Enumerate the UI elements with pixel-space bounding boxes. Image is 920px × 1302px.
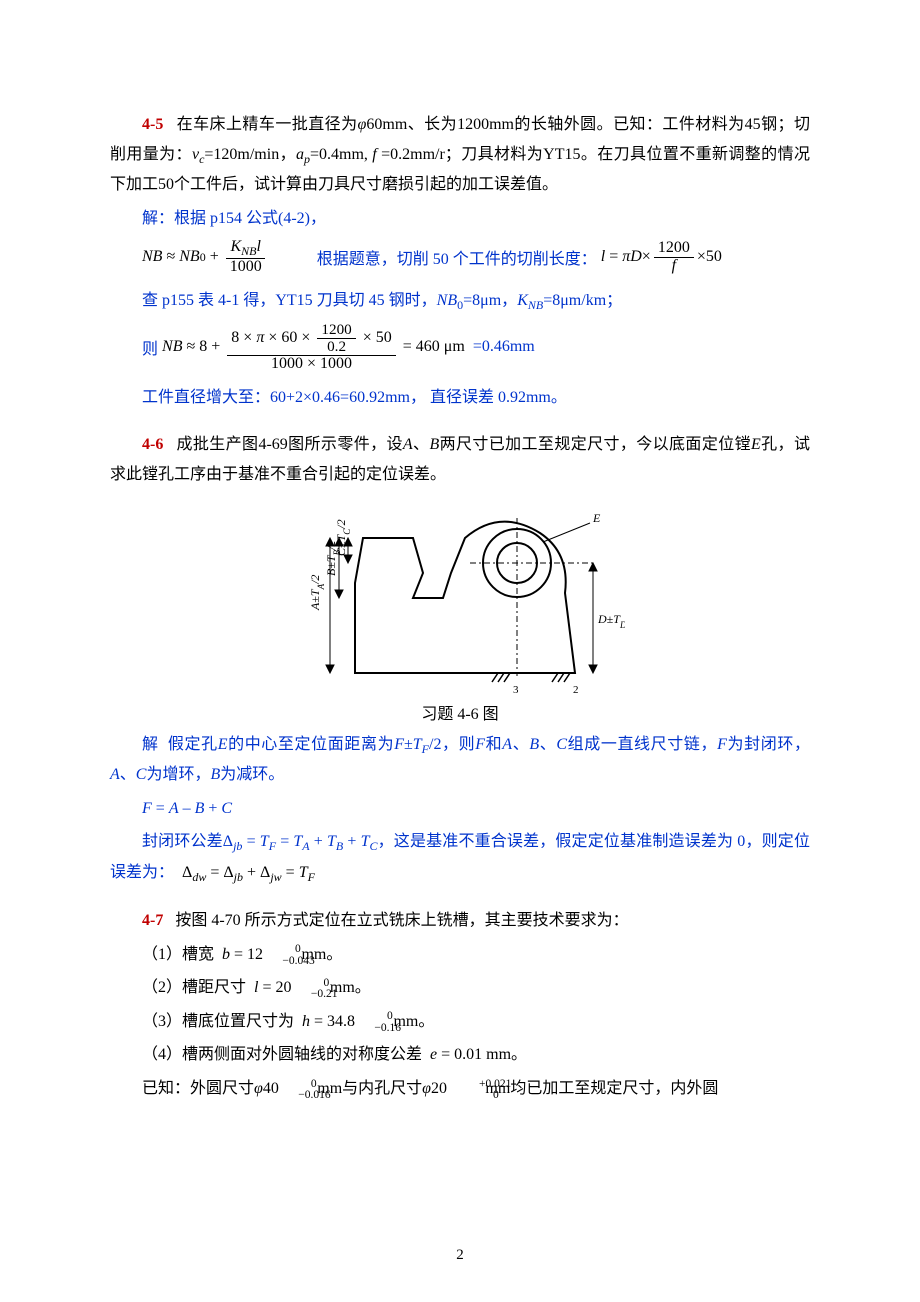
i2b: −0.21 — [311, 988, 338, 1000]
q45-number: 4-5 — [142, 116, 163, 133]
q47-item1: （1）槽宽 b = 120−0.043mm。 — [110, 940, 810, 970]
q45-formula1-mid: 根据题意，切削 50 个工件的切削长度： — [317, 245, 597, 269]
i3t: 0 — [387, 1010, 393, 1022]
page: { "page_number": "2", "colors": { "accen… — [0, 0, 920, 1302]
q45-formula1: NB ≈ NB0 + KNBl 1000 根据题意，切削 50 个工件的切削长度… — [142, 239, 810, 276]
f2-lead: 则 — [142, 335, 158, 359]
q46-sol-label: 解 — [142, 736, 159, 753]
i1t: 0 — [295, 943, 301, 955]
fb2: 0 — [493, 1089, 499, 1101]
q47-number: 4-7 — [142, 912, 163, 929]
f1-bot: f — [668, 258, 680, 275]
q45-sol-intro: 解：根据 p154 公式(4-2)， — [110, 204, 810, 234]
q46-problem: 4-6 成批生产图4-69图所示零件，设A、B两尺寸已加工至规定尺寸，今以底面定… — [110, 430, 810, 489]
ft1: 0 — [311, 1078, 317, 1090]
svg-text:2: 2 — [573, 684, 579, 696]
f1-top: 1200 — [654, 240, 694, 258]
q45-problem: 4-5 在车床上精车一批直径为φ60mm、长为1200mm的长轴外圆。已知：工件… — [110, 110, 810, 200]
q47-item3: （3）槽底位置尺寸为 h = 34.80−0.16mm。 — [110, 1007, 810, 1037]
q46-caption: 习题 4-6 图 — [110, 700, 810, 724]
sol-label: 解： — [142, 210, 174, 227]
svg-text:A±TA/2: A±TA/2 — [308, 574, 326, 610]
q46-figure: A±TA/2 B±TB/2 C±TC/2 D±TD/2 E 3 2 — [110, 498, 810, 698]
q46-sol3: 封闭环公差Δjb = TF = TA + TB + TC，这是基准不重合误差，假… — [110, 827, 810, 888]
i2t: 0 — [324, 977, 330, 989]
i1b: −0.043 — [282, 955, 314, 967]
ft2: +0.021 — [479, 1078, 511, 1090]
q45-formula2: 则 NB ≈ 8 + 8 × π × 60 × 12000.2 × 50 100… — [142, 322, 810, 373]
page-number: 2 — [0, 1247, 920, 1264]
svg-text:3: 3 — [513, 684, 519, 696]
q47-text: 按图 4-70 所示方式定位在立式铣床上铣槽，其主要技术要求为： — [175, 912, 628, 929]
q47-problem: 4-7 按图 4-70 所示方式定位在立式铣床上铣槽，其主要技术要求为： — [110, 906, 810, 936]
fb1: −0.016 — [298, 1089, 330, 1101]
sol-intro-text: 根据 p154 公式(4-2)， — [174, 210, 326, 227]
f2-blue: =0.46mm — [473, 338, 535, 356]
q46-sol1: 解 假定孔E的中心至定位面距离为F±TF/2，则F和A、B、C组成一直线尺寸链，… — [110, 730, 810, 790]
q47-item4: （4）槽两侧面对外圆轴线的对称度公差 e = 0.01 mm。 — [110, 1040, 810, 1070]
svg-text:C±TC/2: C±TC/2 — [334, 519, 352, 556]
svg-text:D±TD/2: D±TD/2 — [597, 612, 625, 630]
q47-item2: （2）槽距尺寸 l = 200−0.21mm。 — [110, 973, 810, 1003]
q45-line4: 工件直径增大至：60+2×0.46=60.92mm， 直径误差 0.92mm。 — [110, 383, 810, 413]
q46-number: 4-6 — [142, 436, 163, 453]
q45-line2: 查 p155 表 4-1 得，YT15 刀具切 45 钢时，NB0=8μm，KN… — [110, 286, 810, 316]
q46-sol2: F = A – B + C — [110, 794, 810, 824]
figure-4-6-svg: A±TA/2 B±TB/2 C±TC/2 D±TD/2 E 3 2 — [295, 498, 625, 698]
svg-text:E: E — [592, 511, 601, 525]
q47-final: 已知：外圆尺寸φ400−0.016mm与内孔尺寸φ20+0.0210mm均已加工… — [110, 1074, 810, 1104]
i3b: −0.16 — [374, 1022, 401, 1034]
